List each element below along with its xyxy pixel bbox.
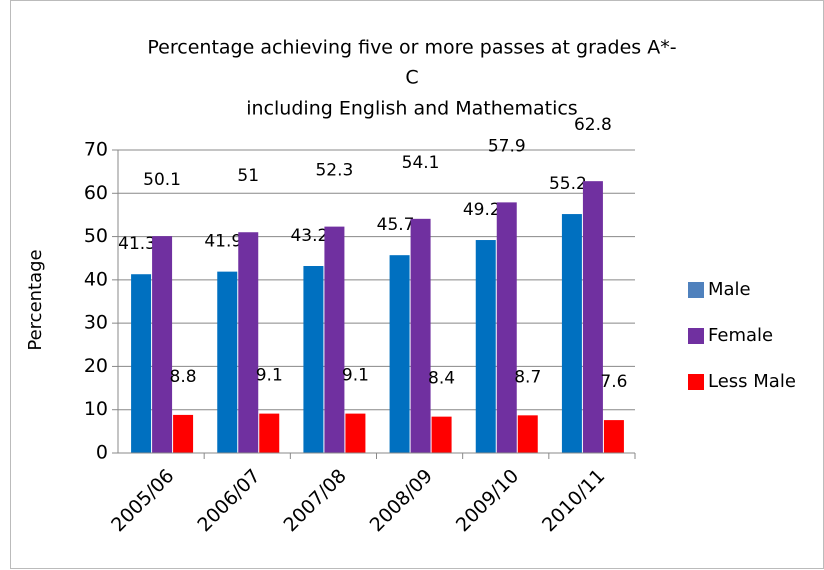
y-tick-label: 10 <box>84 398 108 420</box>
data-label: 62.8 <box>574 115 612 135</box>
bar <box>173 414 194 453</box>
data-label: 52.3 <box>315 161 353 181</box>
chart-title: C <box>405 67 418 89</box>
data-label: 43.2 <box>290 226 328 246</box>
data-label: 8.7 <box>514 367 541 387</box>
y-tick-label: 60 <box>84 182 108 204</box>
chart-title: Percentage achieving five or more passes… <box>147 37 676 59</box>
bar <box>152 236 173 453</box>
data-label: 57.9 <box>488 136 526 156</box>
bar <box>217 271 238 453</box>
legend-label: Less Male <box>708 371 796 392</box>
data-label: 7.6 <box>600 372 627 392</box>
legend-swatch <box>688 328 704 344</box>
legend-swatch <box>688 282 704 298</box>
data-label: 49.2 <box>463 200 501 220</box>
data-label: 55.2 <box>549 174 587 194</box>
y-tick-label: 40 <box>84 268 108 290</box>
data-label: 8.8 <box>170 367 197 387</box>
bar <box>345 413 366 453</box>
data-label: 45.7 <box>377 215 415 235</box>
y-tick-label: 50 <box>84 225 108 247</box>
bar <box>303 266 324 453</box>
bar <box>431 416 452 453</box>
bar <box>496 202 517 453</box>
legend-label: Male <box>708 279 751 300</box>
data-label: 8.4 <box>428 369 455 389</box>
y-tick-label: 30 <box>84 312 108 334</box>
bar <box>238 232 259 453</box>
y-axis-label: Percentage <box>25 249 46 350</box>
bar <box>475 240 496 453</box>
data-label: 9.1 <box>342 366 369 386</box>
legend-label: Female <box>708 325 773 346</box>
bar <box>410 218 431 453</box>
bar <box>582 181 603 453</box>
bar <box>389 255 410 453</box>
bar <box>603 420 624 453</box>
legend-swatch <box>688 374 704 390</box>
y-tick-label: 70 <box>84 139 108 161</box>
data-label: 51 <box>237 166 259 186</box>
data-label: 9.1 <box>256 366 283 386</box>
data-label: 41.9 <box>204 232 242 252</box>
bar <box>517 415 538 453</box>
data-label: 50.1 <box>143 170 181 190</box>
y-tick-label: 20 <box>84 355 108 377</box>
y-tick-label: 0 <box>96 442 108 464</box>
chart-title: including English and Mathematics <box>246 98 577 120</box>
bar <box>561 214 582 453</box>
bar <box>131 274 152 453</box>
bar <box>259 413 280 453</box>
data-label: 54.1 <box>402 153 440 173</box>
bar <box>324 226 345 453</box>
data-label: 41.3 <box>118 234 156 254</box>
